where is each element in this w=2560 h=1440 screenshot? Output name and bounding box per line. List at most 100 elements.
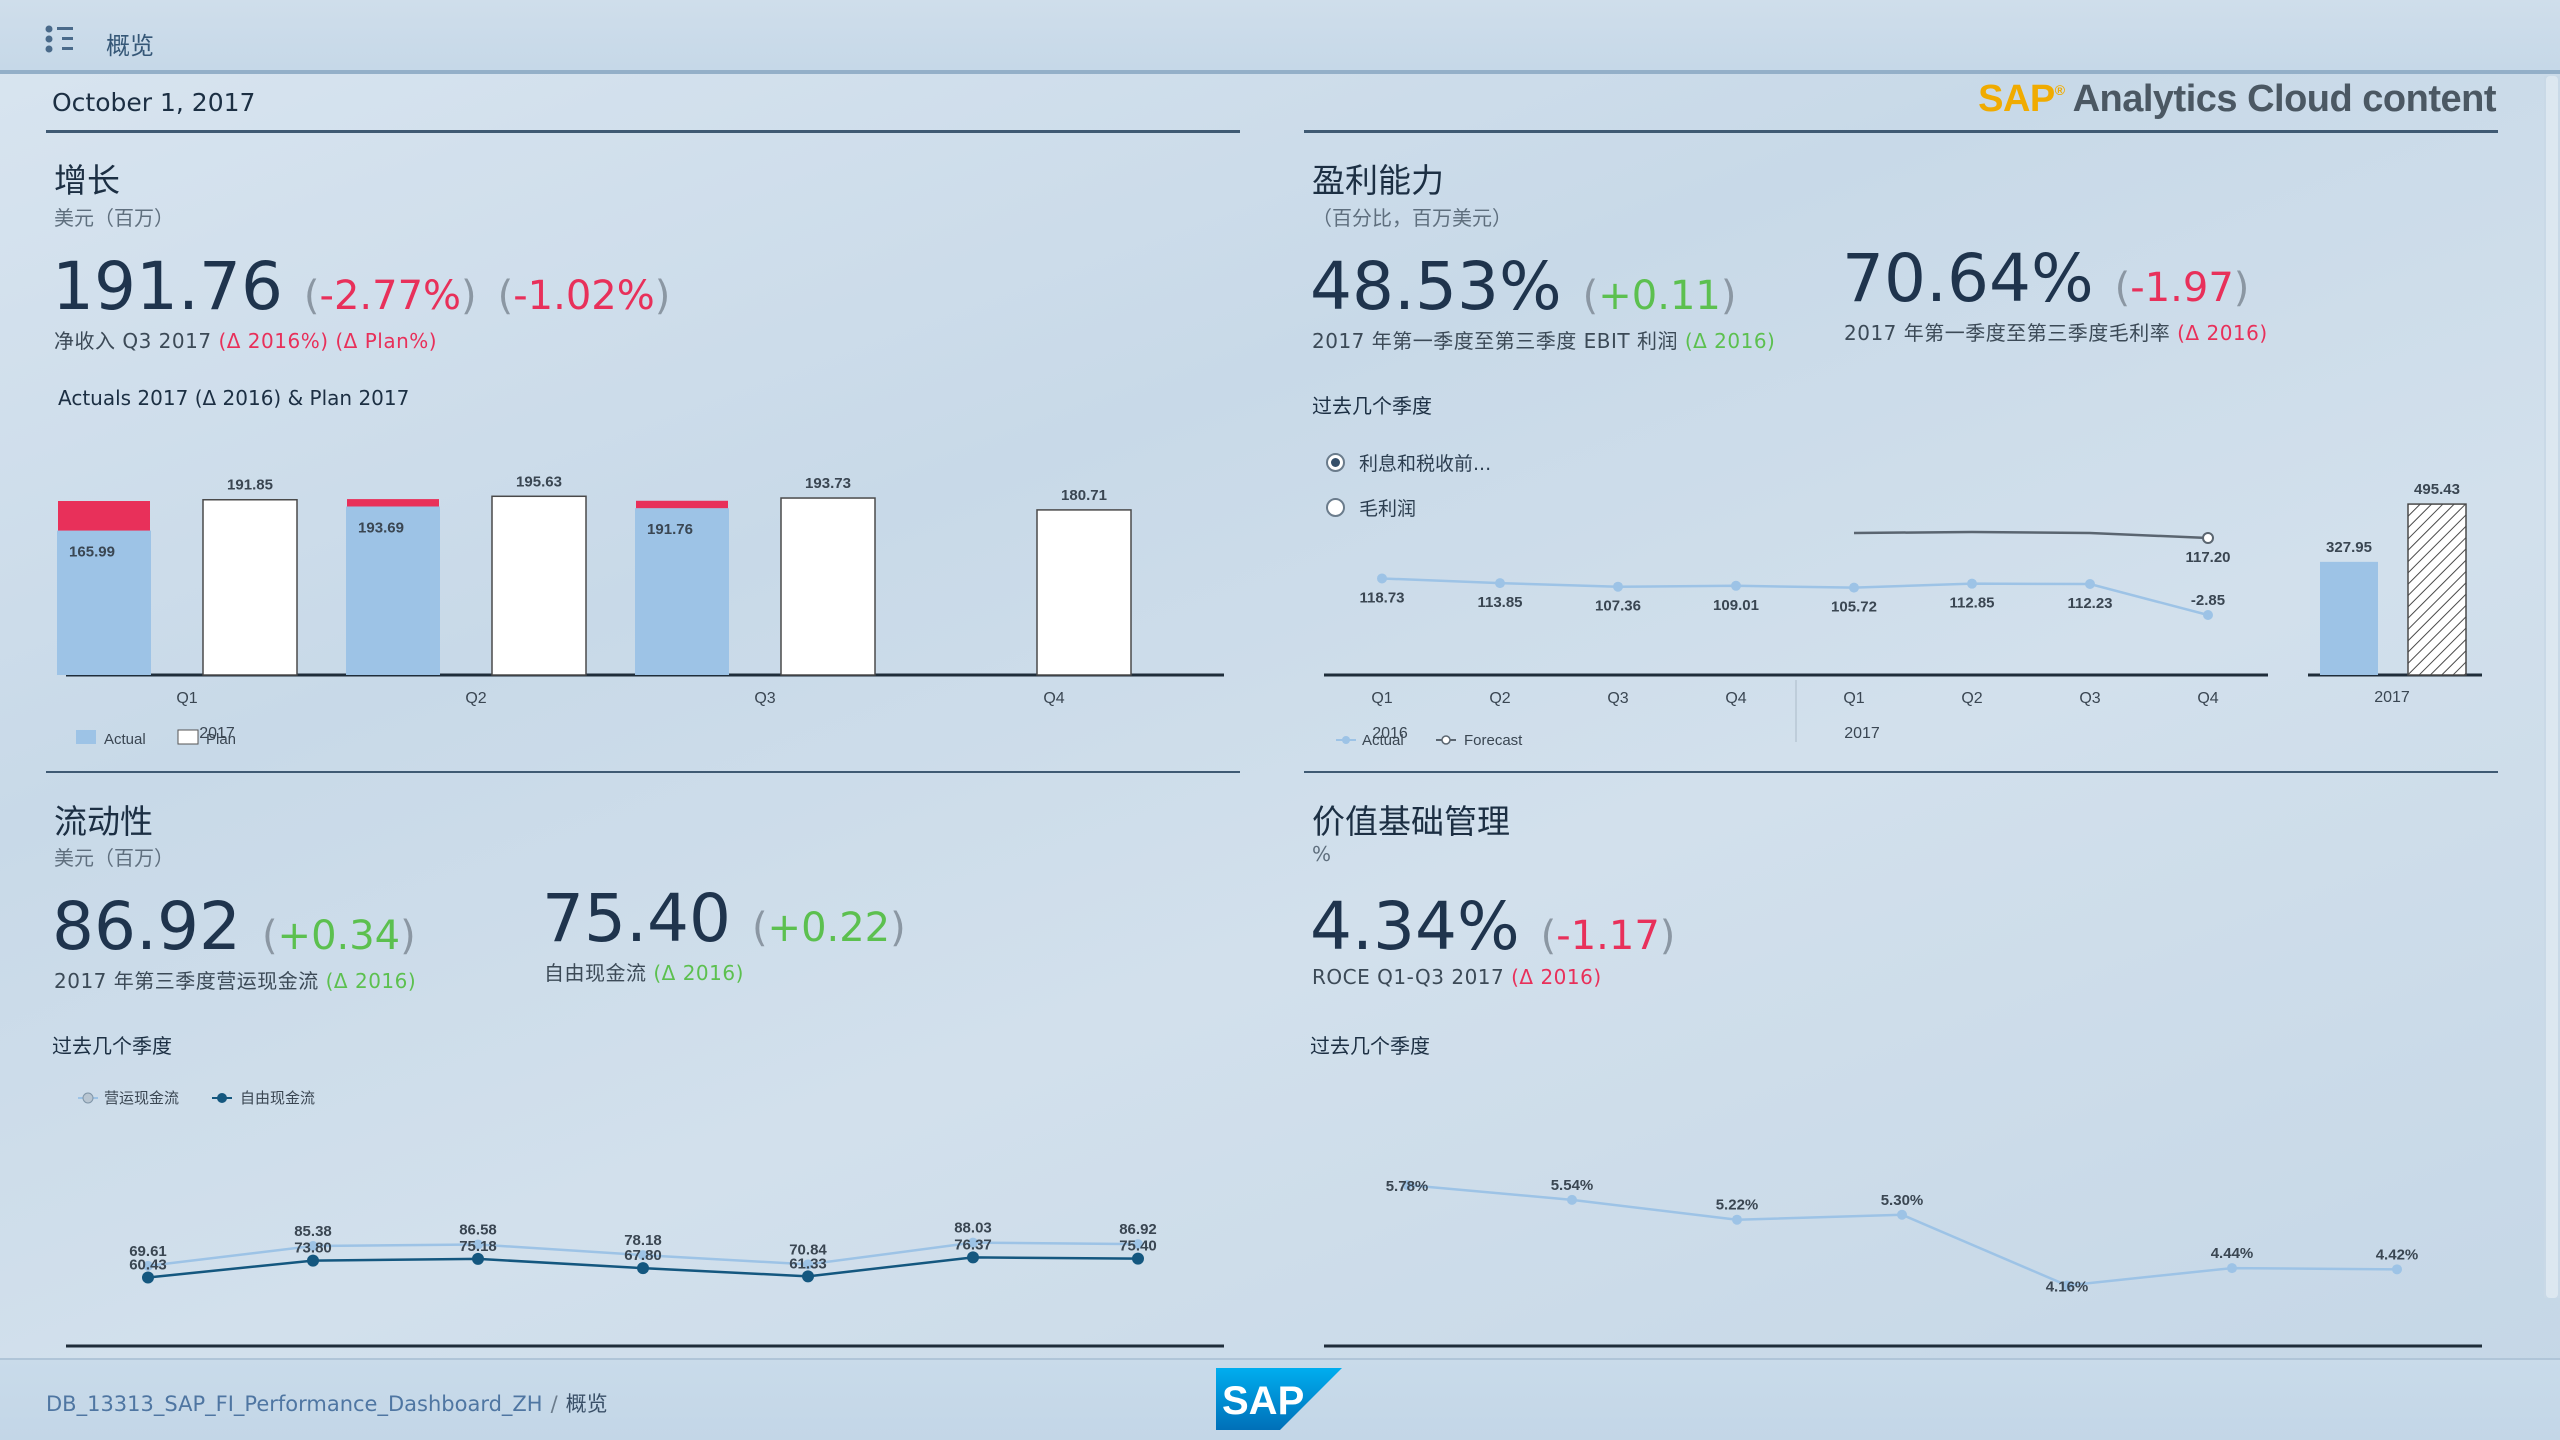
vertical-scrollbar[interactable] xyxy=(2544,76,2560,1298)
fcf-point xyxy=(967,1251,979,1264)
roce-point xyxy=(2227,1263,2237,1274)
legend-ocf-text: 营运现金流 xyxy=(104,1090,179,1107)
roce-value-label: 5.22% xyxy=(1716,1197,1759,1214)
free-cashflow-kpi: 75.40 (+0.22) xyxy=(542,880,906,957)
ocf-point xyxy=(473,1239,483,1250)
plan-value-label: 193.73 xyxy=(805,475,851,492)
fcf-value-label: 75.40 xyxy=(1119,1238,1157,1255)
plan-bar xyxy=(1036,509,1132,676)
ocf-point xyxy=(143,1260,153,1271)
divider xyxy=(46,771,1240,773)
growth-kpi-label: 净收入 Q3 2017 (Δ 2016%) (Δ Plan%) xyxy=(54,329,438,353)
actual-value-label: 165.99 xyxy=(69,544,115,561)
total-value-label: 327.95 xyxy=(2326,539,2372,556)
roce-kpi-label: ROCE Q1-Q3 2017 (Δ 2016) xyxy=(1312,965,1602,989)
forecast-value-label: 117.20 xyxy=(2185,549,2230,566)
fcf-value-label: 75.18 xyxy=(459,1238,497,1255)
growth-category-label: Q4 xyxy=(1043,690,1064,707)
radio-ebit-control[interactable] xyxy=(1326,453,1345,472)
actual-value-label: 191.76 xyxy=(647,521,693,538)
profit-category-label: Q1 xyxy=(1843,690,1864,707)
legend-fcf-dot xyxy=(217,1093,227,1103)
radio-gross-profit-control[interactable] xyxy=(1326,498,1345,517)
profit-category-label: Q2 xyxy=(1961,690,1982,707)
actual-point xyxy=(2203,610,2213,620)
actual-value-label: 193.69 xyxy=(358,519,404,536)
actual-series-line xyxy=(1381,577,2209,617)
breadcrumb-story[interactable]: DB_13313_SAP_FI_Performance_Dashboard_ZH xyxy=(46,1392,543,1416)
legend-actual-text: Actual xyxy=(1362,732,1404,749)
plan-value-label: 191.85 xyxy=(227,477,273,494)
actual-point xyxy=(1967,578,1977,589)
legend-fcf-text: 自由现金流 xyxy=(240,1090,315,1107)
legend-ocf-dot xyxy=(82,1092,94,1104)
gross-margin-kpi-label: 2017 年第一季度至第三季度毛利率 (Δ 2016) xyxy=(1844,321,2268,345)
radio-gross-profit[interactable]: 毛利润 xyxy=(1326,494,1416,521)
scrollbar-thumb[interactable] xyxy=(2546,76,2558,1298)
ebit-kpi: 48.53% (+0.11) xyxy=(1310,248,1737,325)
top-bar: 概览 xyxy=(0,0,2560,74)
ocf-value-label: 86.92 xyxy=(1119,1221,1157,1238)
vbm-subtitle: % xyxy=(1312,842,1332,866)
actual-point xyxy=(1731,580,1741,591)
fcf-point xyxy=(637,1262,649,1275)
roce-value-label: 5.78% xyxy=(1386,1178,1429,1195)
breadcrumb: DB_13313_SAP_FI_Performance_Dashboard_ZH… xyxy=(46,1392,608,1416)
svg-text:SAP: SAP xyxy=(1222,1379,1304,1423)
sap-logo-icon: SAP xyxy=(1216,1368,1342,1430)
roce-point xyxy=(2392,1264,2402,1275)
list-menu-icon[interactable] xyxy=(44,24,76,54)
growth-category-label: Q2 xyxy=(465,690,486,707)
liquidity-chart-title: 过去几个季度 xyxy=(52,1034,172,1058)
ocf-point xyxy=(1133,1239,1143,1250)
roce-line-chart: 5.78% 5.54% 5.22% 5.30% 4.16% 4.44% 4.42% xyxy=(1324,1177,2482,1348)
actual-value-label: 107.36 xyxy=(1595,598,1641,615)
roce-value-label: 4.44% xyxy=(2211,1245,2254,1262)
vbm-chart-title: 过去几个季度 xyxy=(1310,1034,1430,1058)
actual-value-label: 118.73 xyxy=(1359,589,1404,606)
ocf-point xyxy=(638,1250,648,1261)
total-value-label: 495.43 xyxy=(2414,481,2460,498)
roce-value-label: 5.54% xyxy=(1551,1177,1594,1194)
profitability-bar-chart: 327.95 495.43 2017 xyxy=(2308,481,2482,706)
page-tab[interactable]: 概览 xyxy=(106,32,154,60)
profit-year-2017: 2017 xyxy=(1844,725,1880,742)
ocf-point xyxy=(803,1259,813,1270)
actual-point xyxy=(1495,578,1505,589)
liquidity-subtitle: 美元（百万） xyxy=(54,846,174,870)
fcf-point xyxy=(802,1270,814,1283)
legend-actual-swatch xyxy=(76,730,96,744)
actual-point xyxy=(1613,581,1623,592)
actual-bar xyxy=(635,508,729,675)
ocf-value-label: 88.03 xyxy=(954,1220,992,1237)
profit-category-label: Q3 xyxy=(2079,690,2100,707)
ocf-value-label: 85.38 xyxy=(294,1223,332,1240)
roce-value-label: 4.42% xyxy=(2376,1246,2419,1263)
forecast-total-bar xyxy=(2407,503,2467,676)
roce-kpi: 4.34% (-1.17) xyxy=(1310,888,1676,965)
profit-year-2016: 2016 xyxy=(1372,725,1408,742)
fcf-value-label: 76.37 xyxy=(954,1236,992,1253)
legend-plan-label: Plan xyxy=(206,731,236,748)
radio-ebit-label: 利息和税收前... xyxy=(1359,453,1492,475)
actual-point xyxy=(1377,573,1387,584)
divider xyxy=(1304,771,2498,773)
legend-forecast-text: Forecast xyxy=(1464,732,1523,749)
forecast-point xyxy=(2202,532,2214,544)
legend-plan-swatch xyxy=(177,729,199,745)
profitability-line-chart: 118.73 Q1 113.85 Q2 107.36 Q3 109.01 Q4 105.72 Q1… xyxy=(1324,530,2268,749)
roce-point xyxy=(1567,1194,1577,1205)
profit-category-label: Q3 xyxy=(1607,690,1628,707)
growth-category-label: Q3 xyxy=(754,690,775,707)
fcf-value-label: 61.33 xyxy=(789,1255,827,1272)
radio-ebit[interactable]: 利息和税收前... xyxy=(1326,449,1491,476)
profit-category-label: Q4 xyxy=(2197,690,2218,707)
actual-value-label: -2.85 xyxy=(2191,592,2225,609)
roce-value-label: 5.30% xyxy=(1881,1192,1924,1209)
growth-kpi: 191.76 (-2.77%) (-1.02%) xyxy=(52,248,671,325)
brand-logo: SAP® Analytics Cloud content xyxy=(1978,78,2496,120)
gross-margin-kpi: 70.64% (-1.97) xyxy=(1842,240,2250,317)
ocf-value-label: 70.84 xyxy=(789,1241,827,1258)
ocf-value-label: 86.58 xyxy=(459,1222,497,1239)
roce-point xyxy=(1732,1214,1742,1225)
